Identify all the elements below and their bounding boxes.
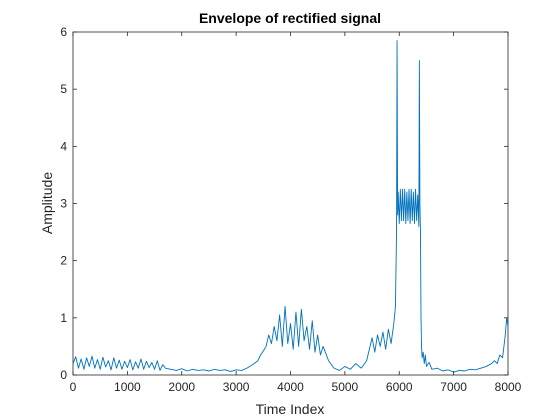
y-tick-label: 0	[60, 368, 67, 382]
y-tick-label: 6	[60, 25, 67, 39]
x-tick-label: 2000	[168, 380, 195, 394]
y-axis: 0 1 2 3 4 5 6	[60, 25, 508, 382]
x-axis-label: Time Index	[256, 401, 325, 417]
x-tick-label: 4000	[277, 380, 304, 394]
x-tick-label: 6000	[386, 380, 413, 394]
x-tick-label: 7000	[440, 380, 467, 394]
x-tick-label: 5000	[332, 380, 359, 394]
x-tick-label: 1000	[114, 380, 141, 394]
x-tick-label: 3000	[223, 380, 250, 394]
series-line-0	[72, 40, 509, 373]
chart-title: Envelope of rectified signal	[199, 10, 381, 26]
y-tick-label: 1	[60, 311, 67, 325]
y-tick-label: 5	[60, 82, 67, 96]
x-tick-label: 8000	[495, 380, 522, 394]
y-tick-label: 3	[60, 197, 67, 211]
x-tick-label: 0	[70, 380, 77, 394]
y-tick-label: 4	[60, 139, 67, 153]
plot-frame	[72, 31, 509, 376]
plot-area	[72, 31, 509, 376]
y-axis-label: Amplitude	[39, 172, 55, 234]
x-axis: 0 1000 2000 3000 4000 5000 6000 7000 8000	[70, 32, 522, 394]
y-tick-label: 2	[60, 254, 67, 268]
